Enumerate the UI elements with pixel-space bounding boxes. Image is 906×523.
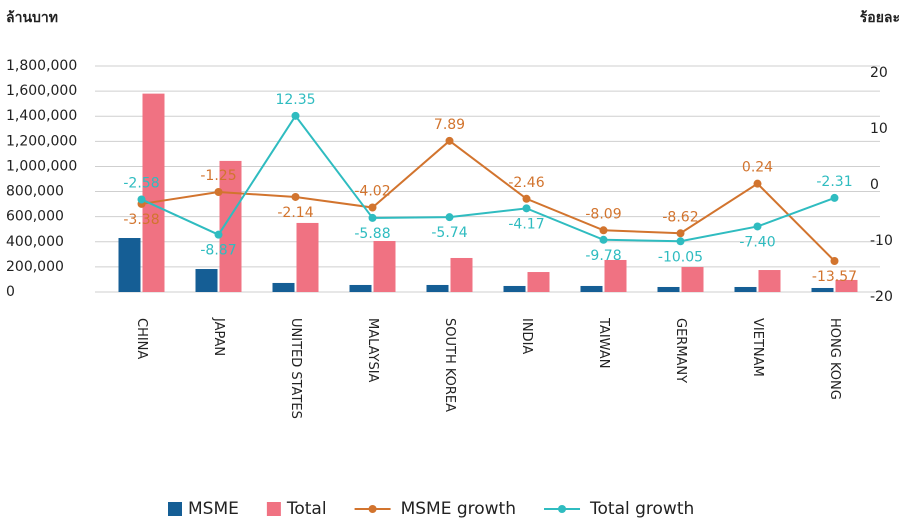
legend-swatch [368,505,377,513]
y2-tick-label: 10 [870,121,888,137]
y-tick-label: 600,000 [6,209,64,225]
line [141,139,836,262]
data-label: -2.31 [816,174,852,190]
bar [450,257,473,292]
x-tick-label: TAIWAN [596,317,611,368]
data-label: -13.57 [812,269,857,285]
y-tick-label: 800,000 [6,184,64,200]
data-label: -8.87 [200,243,236,259]
line-point [522,204,531,213]
line-point [368,213,377,222]
line-point [137,195,146,204]
line-point [445,213,454,222]
y2-tick-label: -10 [870,233,893,249]
data-label: -7.40 [739,234,775,250]
y-tick-label: 200,000 [6,259,64,275]
x-tick-label: SOUTH KOREA [442,318,457,412]
x-tick-label: VIETNAM [750,318,765,377]
y-tick-label: 1,400,000 [6,108,77,124]
bar [118,238,141,292]
bar [503,285,526,292]
legend-label: MSME [188,499,239,519]
line-point [291,192,300,201]
x-tick-label: HONG KONG [827,318,842,400]
bar [657,286,680,292]
bar [758,270,781,292]
data-label: -2.46 [508,175,544,191]
line-point [522,194,531,203]
data-label: -4.02 [354,184,390,200]
y2-axis-title: ร้อยละ [860,10,900,26]
data-label: 12.35 [275,92,315,108]
bar [811,287,834,292]
data-label: 7.89 [434,117,465,133]
legend-swatch [168,502,182,516]
bar [580,285,603,292]
y2-tick-label: 0 [870,177,879,193]
bar [142,93,165,292]
y2-tick-label: -20 [870,289,893,305]
x-tick-label: CHINA [134,318,149,359]
bar [604,259,627,292]
bar [835,279,858,292]
bar [426,284,449,292]
y2-tick-label: 20 [870,65,888,81]
x-tick-label: UNITED STATES [288,318,303,419]
data-label: -2.14 [277,205,313,221]
y-tick-label: 400,000 [6,234,64,250]
bar [527,272,550,292]
bar [734,286,757,292]
x-tick-label: INDIA [519,318,534,354]
data-label: -4.17 [508,216,544,232]
legend-label: Total growth [589,499,694,519]
bar [349,284,372,292]
data-label: -10.05 [658,249,703,265]
bar [373,241,396,292]
line-point [599,235,608,244]
legend-swatch [558,505,567,513]
bar [681,267,704,292]
legend-label: Total [286,499,327,519]
x-tick-label: JAPAN [211,317,226,356]
x-tick-label: MALAYSIA [365,318,380,383]
y-tick-label: 1,600,000 [6,83,77,99]
line-point [599,226,608,235]
data-label: -8.09 [585,206,621,222]
line-point [214,230,223,239]
line-point [830,193,839,202]
y-tick-label: 1,000,000 [6,158,77,174]
x-tick-label: GERMANY [673,318,688,383]
data-label: -5.88 [354,226,390,242]
line-point [291,111,300,120]
legend-label: MSME growth [401,499,516,519]
data-label: -9.78 [585,248,621,264]
y-axis-title: ล้านบาท [6,10,58,26]
legend-swatch [266,502,281,516]
bar [195,269,218,292]
line-point [368,203,377,212]
data-label: -3.38 [123,212,159,228]
y-tick-label: 1,200,000 [6,133,77,149]
line-point [753,179,762,188]
y-tick-label: 0 [6,284,15,300]
line-point [830,256,839,265]
y-tick-label: 1,800,000 [6,58,77,74]
line-point [676,237,685,246]
bar [296,222,319,292]
data-label: 0.24 [742,160,773,176]
data-label: -2.58 [123,175,159,191]
line-point [445,136,454,145]
bar [272,282,295,292]
data-label: -5.74 [431,225,467,241]
line-point [214,188,223,196]
line-point [753,222,762,231]
line-point [676,229,685,238]
data-label: -8.62 [662,209,698,225]
line [141,114,835,243]
data-label: -1.25 [200,168,236,184]
